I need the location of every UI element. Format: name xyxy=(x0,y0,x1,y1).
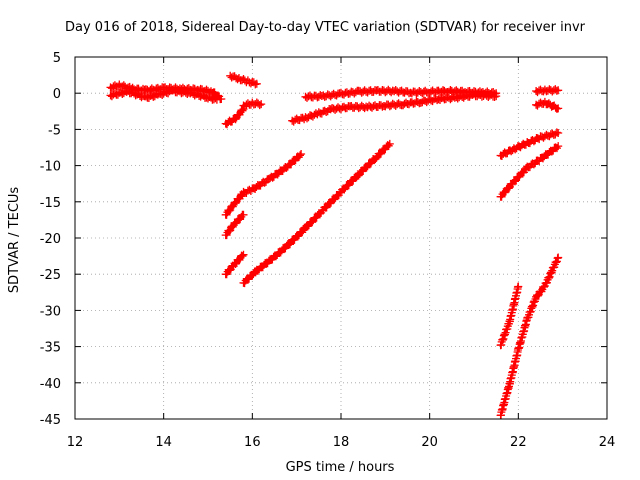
y-tick-label: -35 xyxy=(40,341,61,356)
grid xyxy=(75,57,607,419)
data-series xyxy=(239,139,394,288)
data-series xyxy=(496,282,523,350)
y-tick-label: 0 xyxy=(53,87,61,102)
x-tick-label: 14 xyxy=(155,435,172,450)
data-series xyxy=(496,253,563,420)
data-series xyxy=(239,98,266,111)
data-series xyxy=(496,142,563,201)
series-9-markers xyxy=(221,250,248,279)
series-4-markers xyxy=(239,98,266,111)
x-tick-label: 22 xyxy=(510,435,527,450)
data-series xyxy=(301,85,501,102)
data-series xyxy=(106,86,221,104)
y-tick-label: -5 xyxy=(48,123,61,138)
y-tick-label: -10 xyxy=(40,160,61,175)
series-6-markers xyxy=(288,90,501,126)
data-series xyxy=(226,71,261,89)
y-tick-label: -25 xyxy=(40,268,61,283)
y-axis-title: SDTVAR / TECUs xyxy=(7,187,22,294)
x-axis-title: GPS time / hours xyxy=(286,460,395,475)
series-3-markers xyxy=(221,105,248,129)
data-series xyxy=(532,85,563,97)
chart-title: Day 016 of 2018, Sidereal Day-to-day VTE… xyxy=(65,20,586,35)
data-series xyxy=(221,250,248,279)
series-13-markers xyxy=(532,85,563,97)
x-tick-label: 20 xyxy=(421,435,438,450)
series-5-markers xyxy=(301,85,501,102)
y-tick-label: -40 xyxy=(40,377,61,392)
axis-ticks: 12 14 16 18 20 22 24 5 0 -5 -10 -15 -20 -25 -30 -35 -40 -… xyxy=(40,51,616,450)
series-10-markers xyxy=(239,139,394,288)
data-series xyxy=(221,150,306,219)
x-tick-label: 12 xyxy=(67,435,84,450)
data-series xyxy=(288,90,501,126)
data-series xyxy=(221,105,248,129)
y-tick-label: -15 xyxy=(40,196,61,211)
series-7-markers xyxy=(221,150,306,219)
series-2-markers xyxy=(226,71,261,89)
series-12-markers xyxy=(496,142,563,201)
series-11-markers xyxy=(496,128,563,160)
x-tick-label: 16 xyxy=(244,435,261,450)
series-14-markers xyxy=(532,97,563,113)
data-series xyxy=(532,97,563,113)
y-tick-label: 5 xyxy=(53,51,61,66)
data-series xyxy=(221,210,248,240)
data-points xyxy=(106,71,563,420)
series-1-markers xyxy=(106,86,221,104)
series-8-markers xyxy=(221,210,248,240)
y-tick-label: -45 xyxy=(40,413,61,428)
x-tick-label: 24 xyxy=(599,435,616,450)
y-tick-label: -30 xyxy=(40,304,61,319)
data-series xyxy=(496,128,563,160)
series-16-markers xyxy=(496,253,563,420)
y-tick-label: -20 xyxy=(40,232,61,247)
series-15-markers xyxy=(496,282,523,350)
x-tick-label: 18 xyxy=(333,435,350,450)
